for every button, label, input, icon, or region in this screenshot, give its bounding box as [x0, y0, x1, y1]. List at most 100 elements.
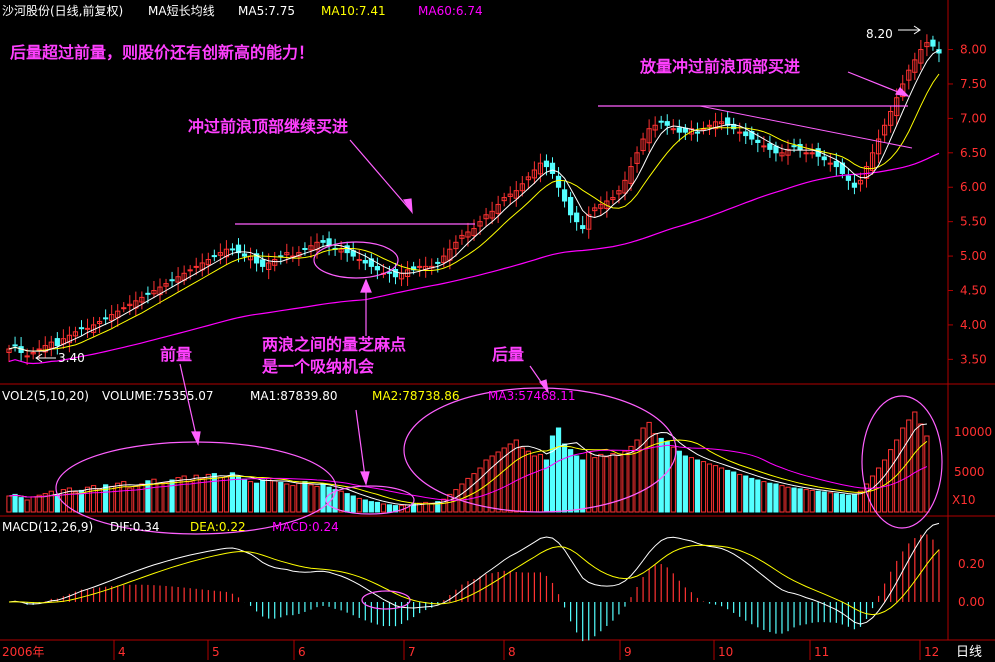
candle-body — [845, 175, 852, 181]
candle-body — [755, 139, 761, 143]
macd-tick-label: 0.00 — [958, 595, 985, 609]
volume-bar — [72, 491, 79, 513]
candle-body — [392, 269, 399, 278]
candle-body — [24, 355, 30, 358]
trend-line — [699, 105, 913, 149]
volume-bar — [350, 495, 356, 513]
candle-body — [773, 145, 779, 154]
macd-dif: DIF:0.34 — [110, 520, 160, 534]
candle-body — [833, 160, 839, 168]
candle-body — [483, 214, 489, 220]
candle-body — [139, 296, 145, 303]
volume-bars — [6, 411, 930, 513]
price-tick-label: 5.00 — [960, 249, 987, 263]
vol-ma2-line — [8, 439, 928, 505]
annotation-dots-2: 是一个吸纳机会 — [261, 357, 374, 376]
price-tick-label: 4.00 — [960, 318, 987, 332]
candle-body — [356, 259, 362, 262]
macd-tick-label: 0.20 — [958, 557, 985, 571]
volume-bar — [6, 495, 12, 513]
dea-line — [8, 544, 940, 616]
volume-bar — [380, 503, 387, 513]
ellipse-back-volume — [403, 387, 677, 513]
volume-bar — [42, 493, 48, 513]
volume-bar — [610, 453, 616, 513]
price-tick-label: 7.50 — [960, 77, 987, 91]
annotation-front-volume: 前量 — [160, 345, 192, 364]
ma-label: MA短长均线 — [148, 4, 215, 18]
candle-body — [549, 162, 556, 174]
volume-bar — [821, 491, 827, 513]
arrow-line-1 — [349, 139, 413, 213]
volume-bar — [791, 487, 797, 513]
candle-body — [888, 111, 894, 126]
volume-bar — [598, 453, 604, 513]
arrow-head-1 — [402, 198, 413, 215]
volume-bar — [761, 481, 767, 513]
candle-body — [72, 331, 79, 337]
arrow-head-2 — [894, 87, 910, 97]
ellipse-breakout-volume — [861, 395, 943, 529]
volume-tick-label: 5000 — [954, 465, 985, 479]
candle-body — [646, 128, 652, 144]
volume-bar — [290, 485, 296, 513]
candle-body — [616, 190, 622, 195]
volume-bar — [229, 472, 236, 513]
volume-bar — [211, 473, 217, 513]
volume-bar — [169, 479, 175, 513]
candle-body — [368, 258, 374, 267]
candle-body — [821, 156, 827, 161]
candle-body — [761, 145, 767, 148]
price-tick-label: 6.00 — [960, 180, 987, 194]
candle-body — [869, 152, 876, 171]
ma10-value: MA10:7.41 — [321, 4, 386, 18]
candle-body — [308, 245, 314, 251]
volume-bar — [900, 427, 906, 513]
volume-bar — [260, 479, 266, 513]
candle-body — [803, 152, 809, 155]
volume-bar — [36, 494, 42, 513]
volume-bar — [640, 427, 646, 513]
candle-body — [779, 152, 785, 157]
arrow-head-6 — [538, 379, 549, 395]
volume-bar — [423, 501, 429, 513]
month-tick-label: 7 — [408, 645, 416, 659]
candle-body — [205, 259, 211, 266]
candle-body — [48, 341, 54, 349]
volume-bar — [586, 451, 592, 513]
candle-body — [918, 49, 924, 64]
candle-body — [54, 338, 60, 347]
macd-axis: 0.20 0.00 — [958, 557, 985, 609]
macd-histogram — [14, 534, 940, 642]
volume-bar — [712, 465, 719, 513]
volume-bar — [616, 454, 622, 513]
candle-body — [42, 345, 48, 353]
volume-bar — [278, 481, 284, 513]
candle-body — [785, 148, 791, 156]
month-tick-label: 12 — [924, 645, 939, 659]
panel-frame — [0, 0, 995, 641]
volume-bar — [851, 493, 858, 513]
candle-body — [664, 121, 670, 126]
volume-bar — [906, 419, 912, 513]
candle-body — [598, 203, 604, 209]
volume-bar — [869, 475, 876, 513]
price-tick-label: 4.50 — [960, 284, 987, 298]
ma60-line — [8, 152, 940, 365]
candle-body — [658, 120, 664, 123]
volume-bar — [574, 455, 580, 513]
candle-body — [284, 252, 290, 256]
volume-bar — [725, 469, 731, 513]
volume-bar — [555, 427, 562, 513]
ellipse-macd-zero — [361, 590, 411, 610]
volume-bar — [241, 478, 248, 513]
volume-bar — [374, 501, 380, 513]
volume-bar — [12, 493, 18, 513]
volume-bar — [894, 439, 900, 513]
vol-value: VOLUME:75355.07 — [102, 389, 214, 403]
candle-body — [652, 124, 658, 131]
volume-bar — [839, 493, 845, 513]
candle-body — [145, 292, 151, 295]
volume-bar — [187, 481, 193, 513]
